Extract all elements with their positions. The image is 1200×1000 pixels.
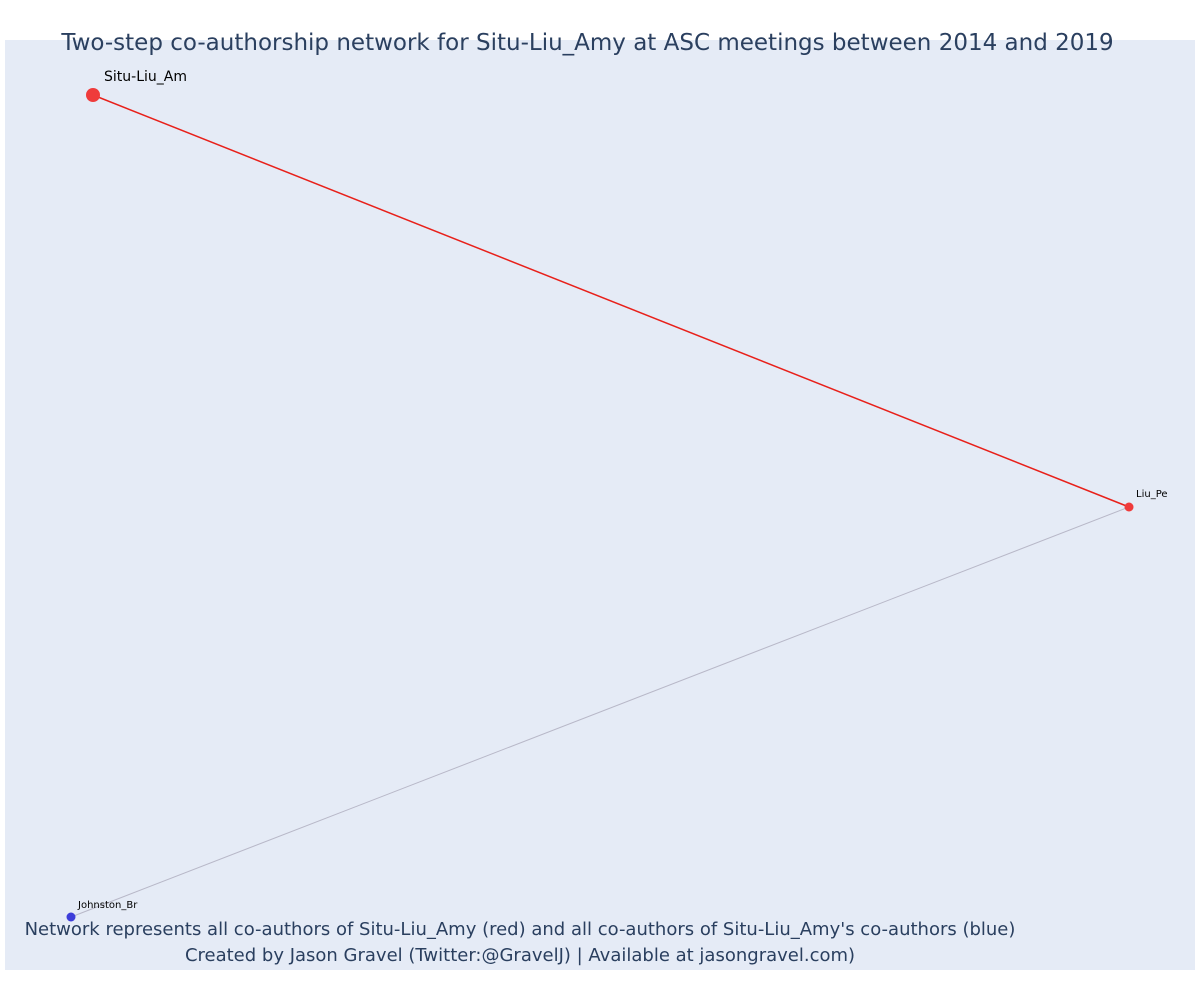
chart-title: Two-step co-authorship network for Situ-… [61, 30, 1114, 56]
node-situ-liu-amy[interactable] [86, 88, 100, 102]
node-johnston-br[interactable] [66, 912, 76, 922]
footer-credit: Created by Jason Gravel (Twitter:@Gravel… [184, 945, 856, 966]
footer-caption: Network represents all co-authors of Sit… [24, 919, 1016, 940]
node-label-situ-liu-amy: Situ-Liu_Am [104, 69, 187, 85]
node-liu-pe[interactable] [1124, 502, 1134, 512]
node-label-liu-pe: Liu_Pe [1136, 489, 1168, 500]
node-label-johnston-br: Johnston_Br [77, 900, 138, 911]
plot-area [5, 40, 1195, 970]
edge-liu-johnston [70, 506, 1130, 918]
edge-situ-liu [92, 94, 1130, 508]
